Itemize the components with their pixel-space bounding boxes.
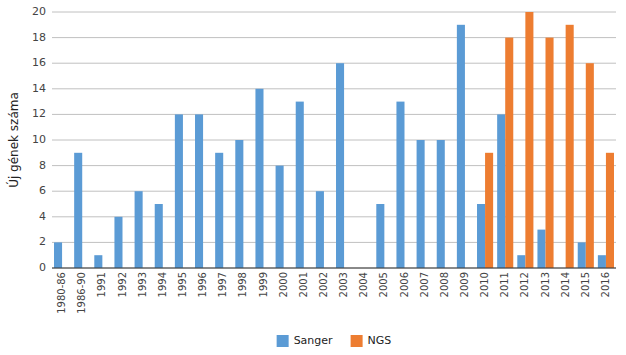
legend-item: Sanger — [277, 334, 333, 347]
bar — [235, 140, 243, 268]
legend-swatch — [277, 335, 289, 347]
bar — [255, 89, 263, 268]
bar — [94, 255, 102, 268]
y-tick-label: 8 — [39, 159, 46, 172]
bar — [135, 191, 143, 268]
x-tick-label: 1991 — [96, 272, 107, 297]
x-tick-label: 1986-90 — [76, 272, 87, 314]
x-tick-label: 1994 — [157, 272, 168, 297]
x-tick-label: 2007 — [419, 272, 430, 297]
bar — [195, 114, 203, 268]
y-tick-label: 20 — [32, 5, 46, 18]
x-tick-label: 2004 — [358, 272, 369, 297]
bar — [74, 153, 82, 268]
x-tick-label: 2011 — [499, 272, 510, 297]
bar — [497, 114, 505, 268]
y-tick-label: 12 — [32, 107, 46, 120]
bar — [485, 153, 493, 268]
legend-label: Sanger — [294, 334, 333, 347]
x-tick-label: 1993 — [137, 272, 148, 297]
bar — [296, 102, 304, 268]
bar — [376, 204, 384, 268]
x-tick-label: 2003 — [338, 272, 349, 297]
bar — [477, 204, 485, 268]
bar — [276, 166, 284, 268]
y-axis-label: Új gének száma — [6, 92, 21, 188]
x-tick-label: 1998 — [237, 272, 248, 297]
x-tick-label: 2016 — [600, 272, 611, 297]
y-ticks: 0 2 4 6 8 10 12 14 16 18 20 — [32, 5, 46, 274]
x-ticks: 1980-86 1986-90 1991 1992 1993 1994 1995 1996 19… — [56, 272, 611, 314]
bar — [598, 255, 606, 268]
grid-line — [52, 268, 616, 269]
x-tick-label: 2001 — [298, 272, 309, 297]
x-tick-label: 2013 — [540, 272, 551, 297]
bar — [54, 242, 62, 268]
legend: Sanger NGS — [277, 334, 392, 347]
bar — [336, 63, 344, 268]
bars — [54, 12, 614, 268]
chart: 024681012141618201980-861986-90199119921… — [0, 0, 626, 355]
y-tick-label: 10 — [32, 133, 46, 146]
x-tick-label: 2012 — [519, 272, 530, 297]
y-tick-label: 16 — [32, 56, 46, 69]
bar — [578, 242, 586, 268]
x-tick-label: 1992 — [117, 272, 128, 297]
x-axis-line — [52, 268, 616, 269]
bar — [505, 38, 513, 268]
x-tick-label: 2014 — [560, 272, 571, 297]
x-tick-label: 2000 — [278, 272, 289, 297]
x-tick-label: 1996 — [197, 272, 208, 297]
legend-item: NGS — [351, 334, 392, 347]
bar — [517, 255, 525, 268]
grid — [52, 12, 616, 268]
x-tick-label: 2010 — [479, 272, 490, 297]
x-tick-label: 1995 — [177, 272, 188, 297]
bar — [114, 217, 122, 268]
bar — [537, 230, 545, 268]
x-tick-label: 1997 — [217, 272, 228, 297]
x-tick-label: 2009 — [459, 272, 470, 297]
bar — [525, 12, 533, 268]
bar — [396, 102, 404, 268]
y-tick-label: 14 — [32, 82, 46, 95]
bar — [316, 191, 324, 268]
y-tick-label: 2 — [39, 235, 46, 248]
bar — [417, 140, 425, 268]
bar — [175, 114, 183, 268]
x-tick-label: 1999 — [258, 272, 269, 297]
bar — [546, 38, 554, 268]
y-tick-label: 4 — [39, 210, 46, 223]
legend-swatch — [351, 335, 363, 347]
x-tick-label: 2008 — [439, 272, 450, 297]
y-tick-label: 6 — [39, 184, 46, 197]
x-tick-label: 2015 — [580, 272, 591, 297]
x-tick-label: 2005 — [378, 272, 389, 297]
bar — [566, 25, 574, 268]
x-tick-label: 1980-86 — [56, 272, 67, 314]
bar — [155, 204, 163, 268]
bar — [606, 153, 614, 268]
bar — [586, 63, 594, 268]
x-tick-label: 2006 — [399, 272, 410, 297]
x-tick-label: 2002 — [318, 272, 329, 297]
bar — [457, 25, 465, 268]
y-tick-label: 18 — [32, 31, 46, 44]
legend-label: NGS — [368, 334, 392, 347]
bar — [215, 153, 223, 268]
bar — [437, 140, 445, 268]
y-tick-label: 0 — [39, 261, 46, 274]
